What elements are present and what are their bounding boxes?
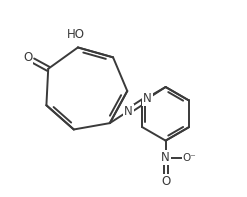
Text: N: N xyxy=(161,151,170,164)
Text: N: N xyxy=(124,105,133,118)
Text: O: O xyxy=(23,51,33,64)
Text: O⁻: O⁻ xyxy=(183,153,196,163)
Text: N: N xyxy=(143,92,152,105)
Text: HO: HO xyxy=(67,28,84,41)
Text: O: O xyxy=(161,175,170,188)
